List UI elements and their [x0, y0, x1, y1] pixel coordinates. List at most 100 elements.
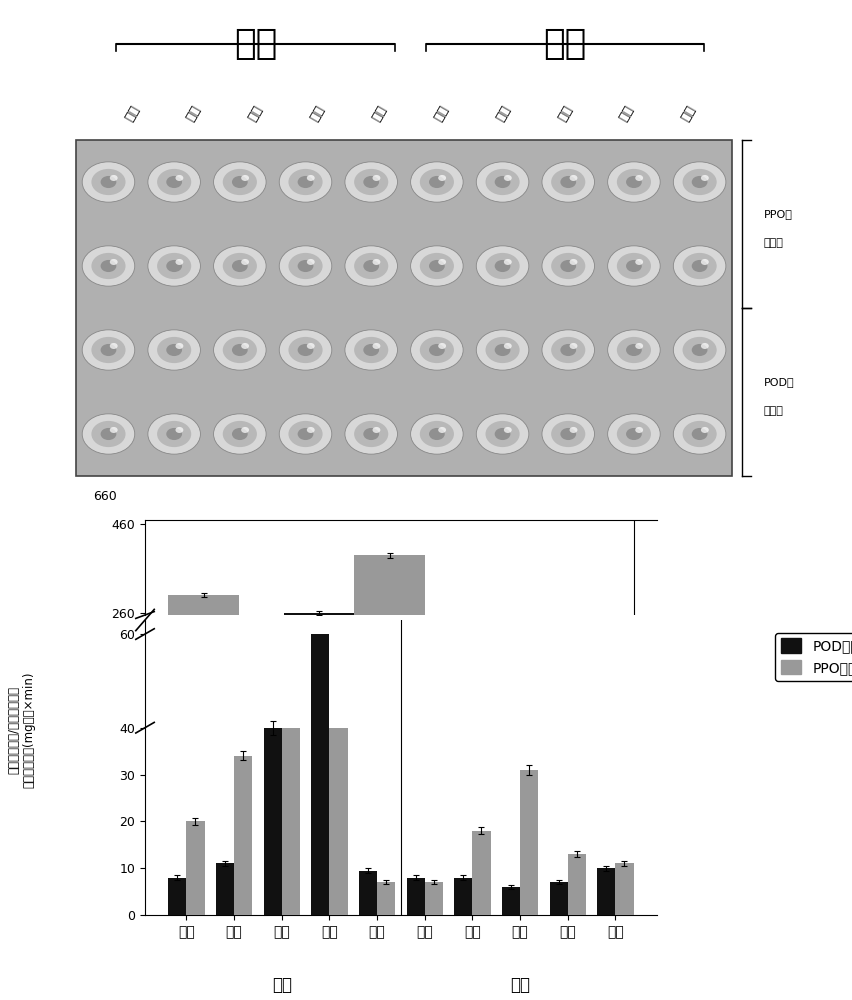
Circle shape: [110, 427, 118, 433]
Circle shape: [550, 337, 584, 363]
Circle shape: [429, 428, 444, 440]
Circle shape: [550, 253, 584, 279]
Bar: [281, 728, 300, 915]
Circle shape: [438, 175, 446, 181]
Circle shape: [635, 427, 642, 433]
Circle shape: [410, 414, 463, 454]
Circle shape: [625, 428, 641, 440]
Circle shape: [363, 344, 378, 356]
Circle shape: [560, 344, 575, 356]
Circle shape: [288, 421, 322, 447]
Bar: [263, 728, 281, 915]
Circle shape: [438, 427, 446, 433]
Circle shape: [213, 414, 266, 454]
Circle shape: [232, 428, 247, 440]
Text: 干燥: 干燥: [678, 103, 698, 123]
Circle shape: [344, 246, 397, 286]
Circle shape: [363, 260, 378, 272]
Text: 发酵: 发酵: [308, 103, 327, 123]
Circle shape: [691, 344, 706, 356]
Circle shape: [550, 421, 584, 447]
Circle shape: [354, 169, 388, 195]
Circle shape: [354, 253, 388, 279]
Text: 推放: 推放: [493, 103, 512, 123]
Circle shape: [700, 427, 708, 433]
Circle shape: [569, 259, 577, 265]
Circle shape: [166, 344, 181, 356]
Text: 红茶: 红茶: [233, 27, 277, 61]
Circle shape: [560, 176, 575, 188]
Circle shape: [494, 176, 509, 188]
Circle shape: [363, 428, 378, 440]
Circle shape: [166, 428, 181, 440]
Circle shape: [147, 414, 200, 454]
Circle shape: [475, 162, 528, 202]
Text: 杀青: 杀青: [555, 103, 574, 123]
Circle shape: [344, 330, 397, 370]
Circle shape: [541, 246, 594, 286]
Circle shape: [635, 175, 642, 181]
Circle shape: [429, 344, 444, 356]
Bar: [284, 613, 354, 728]
Circle shape: [213, 330, 266, 370]
Bar: [168, 878, 187, 915]
Circle shape: [307, 427, 314, 433]
Circle shape: [344, 162, 397, 202]
Circle shape: [166, 176, 181, 188]
Bar: [311, 634, 329, 915]
Text: 干燥: 干燥: [370, 103, 389, 123]
Circle shape: [625, 260, 641, 272]
Text: 多酚氧化酶活/过氧化物酶活
吸光度差值／(mg蛋白×min): 多酚氧化酶活/过氧化物酶活 吸光度差值／(mg蛋白×min): [8, 672, 35, 788]
Text: POD活: POD活: [763, 377, 793, 387]
Circle shape: [372, 259, 380, 265]
Circle shape: [91, 169, 125, 195]
Circle shape: [101, 260, 116, 272]
Circle shape: [672, 330, 725, 370]
Circle shape: [344, 414, 397, 454]
Circle shape: [569, 427, 577, 433]
Circle shape: [110, 259, 118, 265]
Circle shape: [691, 260, 706, 272]
Circle shape: [222, 421, 256, 447]
Circle shape: [550, 169, 584, 195]
Circle shape: [485, 253, 519, 279]
Circle shape: [682, 337, 716, 363]
Circle shape: [607, 162, 659, 202]
Circle shape: [438, 259, 446, 265]
Circle shape: [297, 260, 313, 272]
Circle shape: [157, 421, 191, 447]
Circle shape: [213, 162, 266, 202]
Circle shape: [354, 421, 388, 447]
Text: 揉捻: 揉捻: [617, 103, 636, 123]
Circle shape: [110, 175, 118, 181]
Circle shape: [101, 176, 116, 188]
Circle shape: [372, 175, 380, 181]
Circle shape: [241, 175, 249, 181]
Circle shape: [429, 260, 444, 272]
Circle shape: [691, 428, 706, 440]
Circle shape: [222, 337, 256, 363]
Circle shape: [157, 169, 191, 195]
Circle shape: [279, 246, 331, 286]
Circle shape: [504, 259, 511, 265]
Circle shape: [222, 169, 256, 195]
Circle shape: [307, 259, 314, 265]
Circle shape: [635, 259, 642, 265]
Circle shape: [372, 343, 380, 349]
Bar: [359, 871, 377, 915]
Circle shape: [410, 246, 463, 286]
Circle shape: [429, 176, 444, 188]
Circle shape: [101, 428, 116, 440]
Circle shape: [279, 330, 331, 370]
Text: 鲜叶: 鲜叶: [431, 103, 451, 123]
Circle shape: [110, 343, 118, 349]
Circle shape: [616, 421, 650, 447]
Circle shape: [485, 337, 519, 363]
Circle shape: [288, 253, 322, 279]
Circle shape: [91, 421, 125, 447]
Circle shape: [241, 343, 249, 349]
Circle shape: [176, 343, 183, 349]
Circle shape: [101, 344, 116, 356]
Bar: [614, 863, 633, 915]
Bar: [567, 854, 585, 915]
